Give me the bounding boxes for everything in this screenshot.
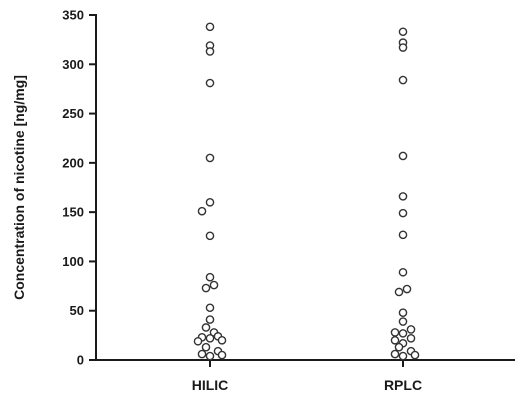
data-point-rplc	[398, 308, 408, 317]
data-point-rplc	[398, 317, 408, 326]
data-point-hilic	[205, 231, 215, 241]
data-point-hilic	[193, 336, 203, 346]
data-point-rplc	[398, 329, 408, 338]
data-point-rplc	[398, 230, 408, 240]
data-point-hilic	[201, 283, 211, 293]
data-point-rplc	[398, 43, 408, 52]
data-point-rplc	[394, 287, 404, 297]
data-point-hilic	[205, 78, 215, 88]
data-point-hilic	[205, 47, 215, 56]
data-point-rplc	[390, 328, 400, 337]
data-point-rplc	[402, 284, 412, 294]
data-point-hilic	[205, 272, 215, 282]
y-tick-label: 300	[62, 57, 84, 72]
data-point-rplc	[398, 192, 408, 201]
data-point-hilic	[201, 342, 211, 352]
x-category-label: RPLC	[384, 377, 422, 393]
data-point-rplc	[406, 334, 416, 343]
data-point-hilic	[205, 334, 215, 343]
data-point-hilic	[197, 349, 207, 359]
x-category-label: HILIC	[192, 377, 229, 393]
data-point-rplc	[398, 267, 408, 277]
y-tick-label: 200	[62, 155, 84, 170]
data-point-rplc	[394, 342, 404, 352]
data-point-hilic	[205, 315, 215, 324]
y-tick-label: 100	[62, 254, 84, 269]
y-axis-title: Concentration of nicotine [ng/mg]	[11, 75, 27, 300]
data-point-rplc	[398, 75, 408, 85]
y-tick-label: 350	[62, 8, 84, 23]
data-point-rplc	[398, 351, 408, 361]
data-point-rplc	[390, 335, 400, 345]
y-tick-label: 0	[77, 353, 84, 368]
data-point-hilic	[205, 153, 215, 163]
data-point-hilic	[197, 206, 207, 216]
data-point-hilic	[217, 350, 227, 360]
data-point-hilic	[205, 351, 215, 361]
data-point-rplc	[410, 350, 420, 360]
data-point-hilic	[209, 280, 219, 290]
y-tick-label: 50	[70, 303, 84, 318]
data-point-hilic	[217, 335, 227, 345]
y-tick-label: 150	[62, 205, 84, 220]
data-point-rplc	[398, 208, 408, 218]
data-points	[193, 22, 420, 361]
data-point-rplc	[398, 27, 408, 37]
y-axis: 0 50 100 150 200 250 300 350	[62, 8, 97, 368]
x-axis: HILIC RPLC	[95, 359, 515, 393]
data-point-hilic	[205, 303, 215, 313]
data-point-rplc	[398, 151, 408, 161]
y-tick-label: 250	[62, 106, 84, 121]
data-point-hilic	[205, 22, 215, 32]
data-point-hilic	[205, 197, 215, 207]
data-point-hilic	[201, 323, 211, 332]
data-point-rplc	[390, 349, 400, 359]
data-point-rplc	[406, 325, 416, 334]
